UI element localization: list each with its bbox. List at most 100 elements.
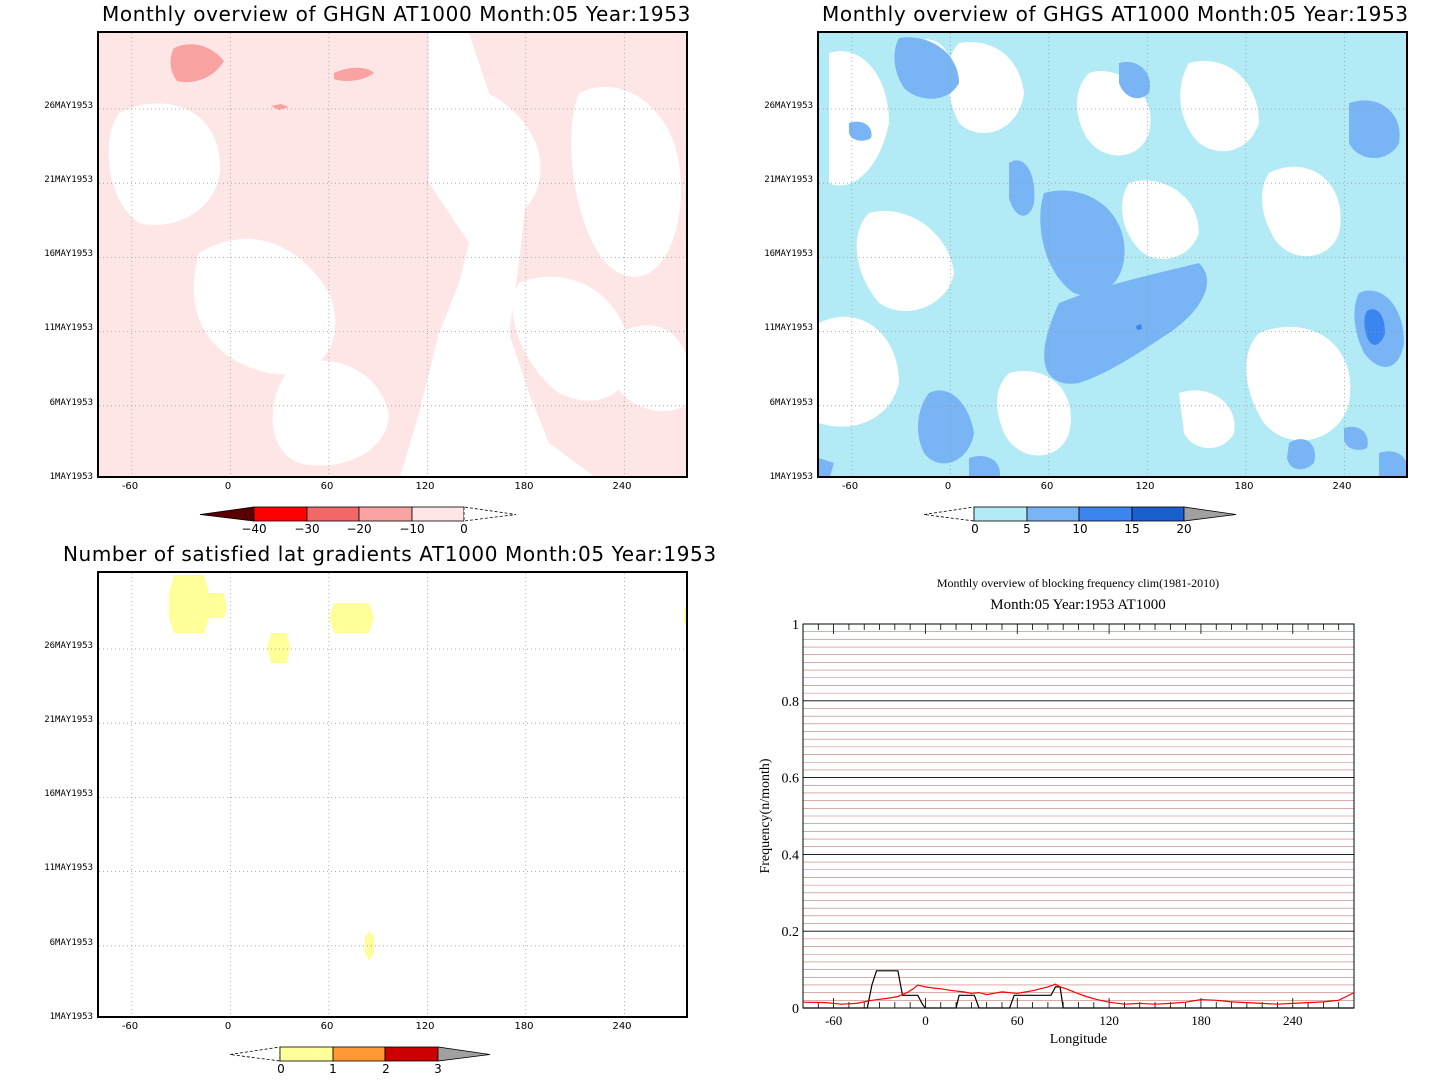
ghgn-ytick-5: 21MAY1953 <box>44 175 93 185</box>
lat-xtick-2: 0 <box>224 1021 232 1032</box>
line-xtick-label: 240 <box>1283 1013 1303 1028</box>
ghgs-blob-6 <box>1349 100 1400 158</box>
ghgs-ytick-1: 1MAY1953 <box>769 472 813 482</box>
ghgn-blob-1 <box>170 44 224 83</box>
lat-title: Number of satisfied lat gradients AT1000… <box>63 542 717 566</box>
ghgs-cb-swatch-2 <box>1026 506 1080 522</box>
lat-xtick-1: -60 <box>121 1021 139 1032</box>
ghgs-xtick-3: 60 <box>1040 481 1054 492</box>
lat-plot-frame <box>97 571 688 1018</box>
line-xtick-label: 180 <box>1191 1013 1211 1028</box>
ghgn-hole-5 <box>512 276 631 401</box>
lat-colorbar-swatches <box>229 1046 491 1062</box>
lat-xtick-6: 240 <box>612 1021 632 1032</box>
ghgs-hole-2 <box>856 211 954 312</box>
ghgs-xtick-2: 0 <box>944 481 952 492</box>
ghgs-colorbar-swatches <box>923 506 1237 522</box>
line-series-1 <box>802 983 1355 1005</box>
ghgs-cb-swatch-3 <box>1078 506 1133 522</box>
ghgn-hole-8 <box>420 440 481 476</box>
ghgs-blob-9 <box>849 121 872 141</box>
lat-cb-swatch-3 <box>384 1046 439 1062</box>
line-ytick-label: 0 <box>792 1002 799 1017</box>
lat-blob-4 <box>365 931 374 961</box>
ghgn-ytick-3: 11MAY1953 <box>44 323 93 333</box>
ghgs-xtick-6: 240 <box>1332 481 1352 492</box>
lat-ytick-4: 16MAY1953 <box>44 789 93 799</box>
line-xtick-label: 120 <box>1099 1013 1119 1028</box>
lat-ytick-3: 11MAY1953 <box>44 863 93 873</box>
ghgs-colorbar: 0 5 10 15 20 <box>923 506 1244 543</box>
ghgn-cb-swatch-3 <box>358 506 413 522</box>
ghgn-xtick-1: -60 <box>121 481 139 492</box>
lat-cb-swatch-1 <box>279 1046 334 1062</box>
lat-colorbar: 0 1 2 3 <box>229 1046 500 1083</box>
ghgn-cb-arrow-high <box>463 506 517 522</box>
ghgn-hole-7 <box>609 325 686 412</box>
ghgs-blob-11 <box>1344 426 1368 450</box>
ghgs-blob-12 <box>1379 451 1406 476</box>
lat-xtick-4: 120 <box>415 1021 435 1032</box>
ghgn-cb-swatch-4 <box>411 506 465 522</box>
ghgs-blob-dark-1 <box>1364 309 1385 345</box>
ghgn-cb-swatch-1 <box>253 506 308 522</box>
ghgs-hole-12 <box>1179 390 1235 448</box>
ghgn-colorbar-swatches <box>199 506 517 522</box>
ghgs-hole-7 <box>997 371 1071 456</box>
ghgs-blob-10 <box>1287 439 1315 470</box>
ghgs-ytick-5: 21MAY1953 <box>764 175 813 185</box>
ghgn-hole-4 <box>436 87 541 220</box>
lat-heatmap-grid <box>99 573 686 1016</box>
line-grid <box>803 631 1354 1001</box>
ghgs-cb-swatch-1 <box>973 506 1028 522</box>
line-ylabel: Frequency(n/month) <box>758 758 773 873</box>
ghgn-hole-2 <box>193 238 336 375</box>
ghgs-hole-1 <box>829 51 889 186</box>
lat-ytick-5: 21MAY1953 <box>44 715 93 725</box>
ghgn-cb-swatch-2 <box>306 506 360 522</box>
line-ytick-label: 0.8 <box>782 695 800 710</box>
ghgs-cb-label-2: 5 <box>1023 522 1031 536</box>
ghgn-title: Monthly overview of GHGN AT1000 Month:05… <box>102 2 691 26</box>
line-ticks <box>802 624 1355 1008</box>
ghgs-ytick-4: 16MAY1953 <box>764 249 813 259</box>
ghgs-blob-1 <box>894 37 959 99</box>
ghgs-blob-14 <box>819 458 834 476</box>
ghgs-hole-4 <box>947 42 1024 133</box>
lat-blob-1 <box>169 575 227 633</box>
line-subtitle: Month:05 Year:1953 AT1000 <box>990 597 1166 613</box>
line-xtick-label: -60 <box>825 1013 842 1028</box>
ghgn-cb-label-5: 0 <box>460 522 468 536</box>
ghgn-cb-label-4: −10 <box>399 522 425 536</box>
lat-xtick-5: 180 <box>514 1021 534 1032</box>
ghgs-cb-label-3: 10 <box>1072 522 1088 536</box>
ghgn-ytick-1: 1MAY1953 <box>49 472 93 482</box>
line-chart: 0 0.2 0.4 0.6 0.8 1 -60 0 60 120 180 240 Longitude Fr… <box>758 618 1355 1047</box>
lat-cb-swatch-2 <box>332 1046 386 1062</box>
ghgs-cb-swatch-4 <box>1131 506 1185 522</box>
lat-heatmap <box>99 573 686 1016</box>
ghgs-blob-4 <box>1044 263 1208 384</box>
ghgn-xtick-4: 120 <box>415 481 435 492</box>
ghgn-hole-3 <box>272 360 389 466</box>
ghgn-heatmap <box>99 33 686 476</box>
ghgn-blob-2 <box>334 67 374 81</box>
ghgs-xtick-5: 180 <box>1234 481 1254 492</box>
ghgn-heatmap-grid <box>99 33 686 476</box>
ghgs-hole-9 <box>1246 326 1351 441</box>
lat-cb-label-2: 1 <box>329 1062 337 1076</box>
ghgs-blob-13 <box>969 456 1000 476</box>
ghgs-blob-8 <box>1119 62 1150 99</box>
lat-ytick-1: 1MAY1953 <box>49 1012 93 1022</box>
ghgn-ytick-2: 6MAY1953 <box>49 398 93 408</box>
ghgn-cb-arrow-low <box>199 506 255 522</box>
ghgs-blob-3 <box>1009 160 1035 216</box>
ghgs-ytick-3: 11MAY1953 <box>764 323 813 333</box>
ghgs-cb-arrow-high <box>1183 506 1237 522</box>
ghgn-hole-1 <box>108 103 221 225</box>
ghgn-colorbar: −40 −30 −20 −10 0 <box>199 506 520 543</box>
ghgs-xtick-4: 120 <box>1135 481 1155 492</box>
lat-blob-3 <box>267 633 290 663</box>
ghgs-xtick-1: -60 <box>841 481 859 492</box>
line-title: Monthly overview of blocking frequency c… <box>936 576 1220 590</box>
